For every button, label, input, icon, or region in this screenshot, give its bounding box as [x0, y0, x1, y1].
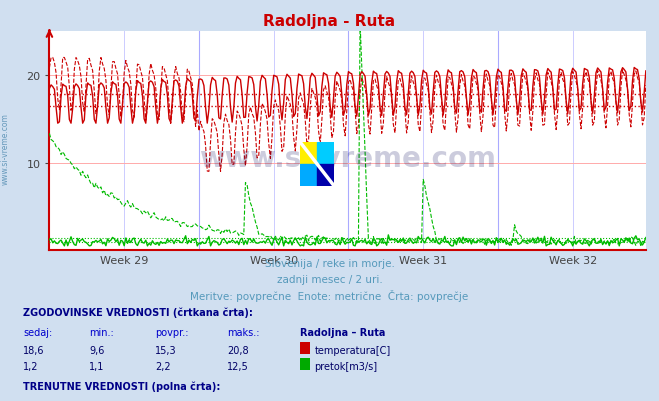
Text: temperatura[C]: temperatura[C] [314, 345, 391, 355]
Bar [317, 142, 334, 164]
Text: sedaj:: sedaj: [23, 327, 52, 337]
Text: zadnji mesec / 2 uri.: zadnji mesec / 2 uri. [277, 274, 382, 284]
Text: sedaj:: sedaj: [23, 400, 52, 401]
Text: 12,5: 12,5 [227, 361, 249, 371]
Text: povpr.:: povpr.: [155, 327, 188, 337]
Text: 2,2: 2,2 [155, 361, 171, 371]
Text: www.si-vreme.com: www.si-vreme.com [1, 113, 10, 184]
Text: maks.:: maks.: [227, 400, 260, 401]
Text: 18,6: 18,6 [23, 345, 45, 355]
Text: 15,3: 15,3 [155, 345, 177, 355]
Text: povpr.:: povpr.: [155, 400, 188, 401]
Text: Radoljna - Ruta: Radoljna - Ruta [264, 14, 395, 29]
Bar [300, 164, 317, 186]
Text: Radoljna – Ruta: Radoljna – Ruta [300, 400, 386, 401]
Text: Slovenija / reke in morje.: Slovenija / reke in morje. [264, 259, 395, 269]
Text: min.:: min.: [89, 400, 114, 401]
Text: ZGODOVINSKE VREDNOSTI (črtkana črta):: ZGODOVINSKE VREDNOSTI (črtkana črta): [23, 307, 253, 317]
Text: 1,2: 1,2 [23, 361, 39, 371]
Text: pretok[m3/s]: pretok[m3/s] [314, 361, 378, 371]
Text: 1,1: 1,1 [89, 361, 104, 371]
Text: Meritve: povprečne  Enote: metrične  Črta: povprečje: Meritve: povprečne Enote: metrične Črta:… [190, 289, 469, 301]
Text: www.si-vreme.com: www.si-vreme.com [199, 145, 496, 173]
Text: 20,8: 20,8 [227, 345, 249, 355]
Text: TRENUTNE VREDNOSTI (polna črta):: TRENUTNE VREDNOSTI (polna črta): [23, 380, 221, 391]
Bar [317, 164, 334, 186]
Text: min.:: min.: [89, 327, 114, 337]
Text: 9,6: 9,6 [89, 345, 104, 355]
Bar [300, 142, 317, 164]
Text: maks.:: maks.: [227, 327, 260, 337]
Text: Radoljna – Ruta: Radoljna – Ruta [300, 327, 386, 337]
